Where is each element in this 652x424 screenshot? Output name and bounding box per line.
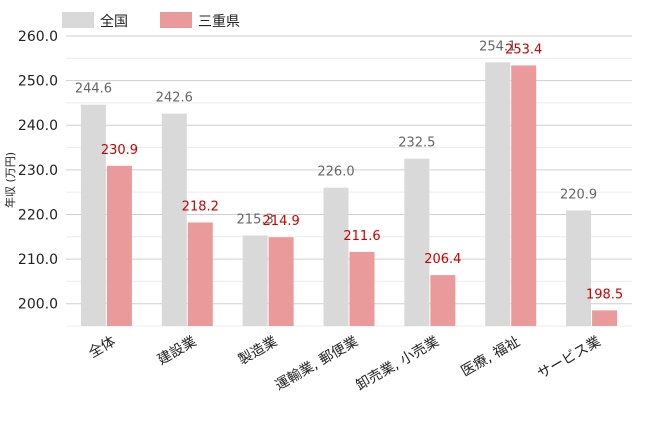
data-label-national-0: 244.6 — [75, 82, 112, 97]
data-label-national-2: 215.3 — [237, 212, 274, 227]
bar-national-5 — [485, 62, 511, 326]
legend: 全国 三重県 — [62, 12, 240, 30]
data-label-national-1: 242.6 — [156, 91, 193, 106]
x-tick-label: 卸売業, 小売業 — [353, 334, 441, 394]
data-label-national-6: 220.9 — [560, 187, 597, 202]
data-label-national-3: 226.0 — [317, 165, 354, 180]
bar-layer — [80, 62, 618, 326]
y-tick-label: 220.0 — [18, 207, 58, 223]
legend-label-1: 三重県 — [198, 14, 240, 30]
legend-swatch-1 — [160, 12, 192, 28]
data-label-mie-6: 198.5 — [586, 287, 623, 302]
bar-national-1 — [161, 113, 187, 326]
data-label-national-5: 254.1 — [479, 39, 516, 54]
y-tick-label: 260.0 — [18, 29, 58, 45]
x-tick-label: 運輸業, 郵便業 — [273, 334, 361, 394]
bar-national-2 — [242, 235, 268, 326]
data-label-mie-0: 230.9 — [101, 143, 138, 158]
x-tick-label: 建設業 — [155, 334, 199, 369]
bar-national-4 — [404, 158, 430, 326]
y-tick-label: 230.0 — [18, 163, 58, 179]
bar-national-6 — [566, 210, 592, 326]
bar-mie-0 — [106, 165, 132, 326]
legend-swatch-0 — [62, 12, 94, 28]
data-label-mie-4: 206.4 — [424, 252, 461, 267]
bar-national-0 — [80, 104, 106, 326]
y-axis-title: 年収 (万円) — [3, 152, 17, 208]
bar-mie-3 — [349, 251, 375, 326]
bar-mie-2 — [268, 237, 294, 326]
data-label-mie-2: 214.9 — [263, 214, 300, 229]
x-tick-label: 製造業 — [236, 334, 280, 369]
legend-label-0: 全国 — [100, 13, 128, 30]
x-tick-label: 医療, 福祉 — [458, 333, 523, 380]
bar-mie-5 — [511, 65, 537, 326]
grid-layer — [66, 35, 632, 327]
data-label-national-4: 232.5 — [398, 136, 435, 151]
y-tick-label: 240.0 — [18, 118, 58, 134]
x-tick-label: 全体 — [86, 333, 119, 362]
y-tick-label: 250.0 — [18, 74, 58, 90]
bar-mie-4 — [430, 275, 456, 326]
bar-mie-6 — [592, 310, 618, 326]
x-tick-label: サービス業 — [535, 334, 604, 383]
y-tick-label: 210.0 — [18, 252, 58, 268]
bar-mie-1 — [187, 222, 213, 326]
bar-national-3 — [323, 187, 349, 326]
data-label-mie-1: 218.2 — [182, 199, 219, 214]
y-tick-label: 200.0 — [18, 297, 58, 313]
data-label-mie-3: 211.6 — [343, 229, 380, 244]
data-label-mie-5: 253.4 — [505, 42, 542, 57]
